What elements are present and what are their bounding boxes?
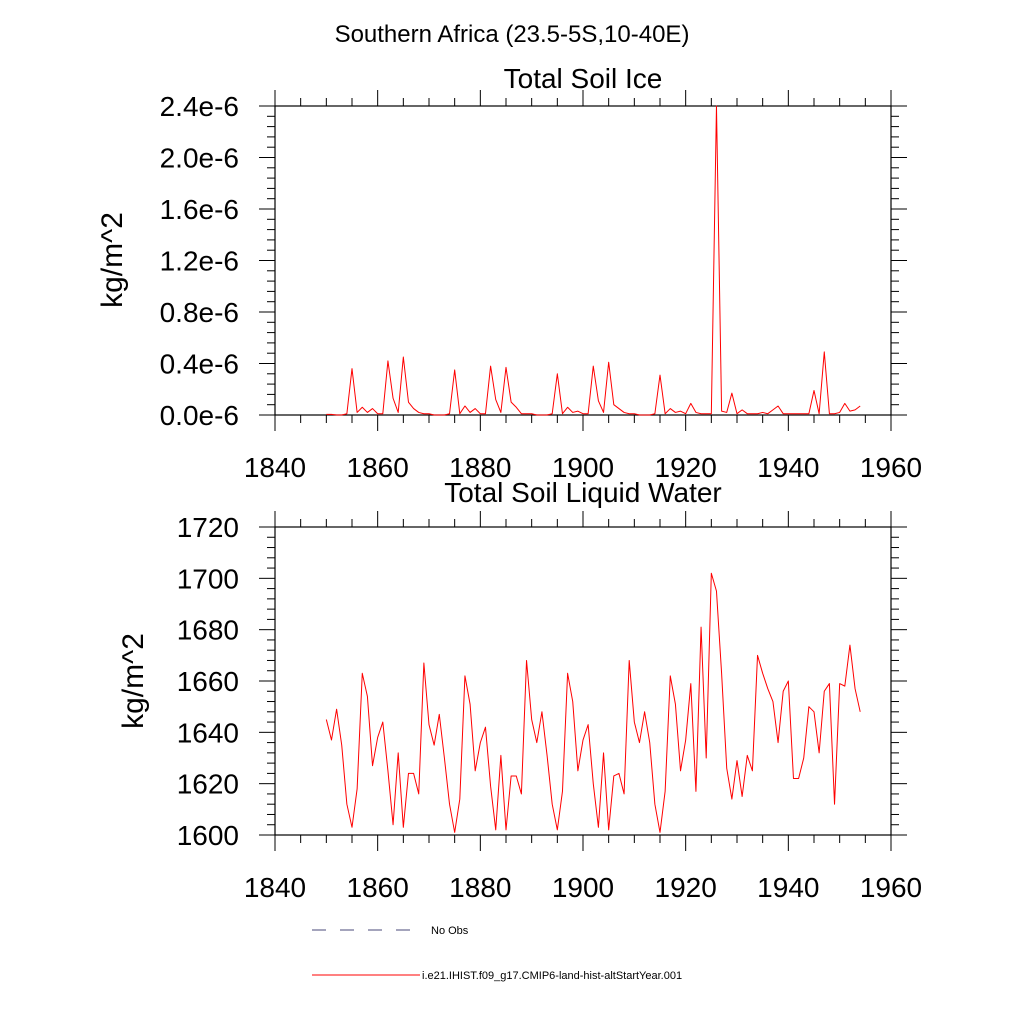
y-tick-label: 2.4e-6 (160, 91, 239, 122)
y-tick-label: 1600 (177, 820, 239, 851)
series-line-0 (325, 572, 861, 833)
x-tick-label: 1900 (552, 872, 614, 903)
y-tick-label: 1.6e-6 (160, 194, 239, 225)
y-tick-label: 2.0e-6 (160, 143, 239, 174)
x-tick-label: 1880 (449, 452, 511, 483)
x-tick-label: 1880 (449, 872, 511, 903)
x-tick-label: 1940 (757, 452, 819, 483)
legend: No Obs i.e21.IHIST.f09_g17.CMIP6-land-hi… (312, 925, 682, 982)
x-ticks: 1840 1860 1880 1900 1920 1940 1960 (244, 90, 922, 483)
plot-frame (274, 105, 892, 416)
y-tick-label: 1720 (177, 512, 239, 543)
y-axis-label: kg/m^2 (117, 633, 150, 729)
x-tick-label: 1900 (552, 452, 614, 483)
x-tick-label: 1920 (655, 872, 717, 903)
y-tick-label: 1.2e-6 (160, 246, 239, 277)
legend-obs-label: No Obs (431, 925, 469, 937)
y-ticks: 0.0e-6 0.4e-6 0.8e-6 1.2e-6 1.6e-6 2.0e-6 2.4e… (160, 91, 907, 431)
y-axis-label: kg/m^2 (96, 212, 129, 308)
y-tick-label: 0.8e-6 (160, 297, 239, 328)
x-tick-label: 1920 (655, 452, 717, 483)
panel-total-soil-liquid-water: Total Soil Liquid Water kg/m^2 160016201… (117, 477, 922, 903)
x-ticks: 1840 1860 1880 1900 1920 1940 1960 (244, 511, 922, 903)
series-group (325, 572, 861, 833)
y-tick-label: 1680 (177, 615, 239, 646)
y-tick-label: 1620 (177, 769, 239, 800)
plot-frame (274, 526, 892, 836)
y-tick-label: 0.4e-6 (160, 349, 239, 380)
x-tick-label: 1960 (860, 452, 922, 483)
legend-model-label: i.e21.IHIST.f09_g17.CMIP6-land-hist-altS… (422, 970, 682, 982)
x-tick-label: 1860 (347, 452, 409, 483)
panel-title: Total Soil Liquid Water (444, 477, 722, 508)
y-tick-label: 0.0e-6 (160, 400, 239, 431)
panel-title: Total Soil Ice (504, 63, 663, 94)
x-tick-label: 1840 (244, 452, 306, 483)
series-line-0 (326, 105, 861, 416)
y-ticks: 1600 1620 1640 1660 1680 1700 1720 (177, 512, 907, 851)
x-tick-label: 1840 (244, 872, 306, 903)
y-tick-label: 1700 (177, 563, 239, 594)
series-group (326, 105, 861, 416)
x-tick-label: 1960 (860, 872, 922, 903)
x-tick-label: 1940 (757, 872, 819, 903)
y-tick-label: 1660 (177, 666, 239, 697)
panel-total-soil-ice: Total Soil Ice kg/m^2 0.0e-6 0.4e-6 0.8e-6… (96, 63, 922, 483)
figure-title: Southern Africa (23.5-5S,10-40E) (335, 21, 690, 48)
y-tick-label: 1640 (177, 717, 239, 748)
x-tick-label: 1860 (347, 872, 409, 903)
